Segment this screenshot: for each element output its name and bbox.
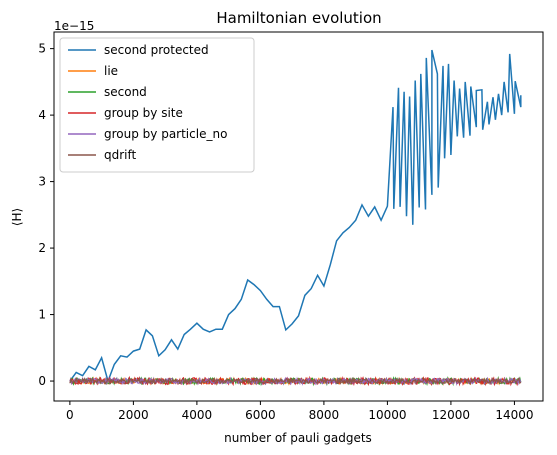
y-tick-label: 4 — [38, 108, 46, 122]
x-axis-label: number of pauli gadgets — [224, 431, 372, 445]
legend-box — [59, 37, 255, 173]
legend-label: second protected — [104, 43, 209, 57]
legend-label: second — [104, 85, 147, 99]
legend-label: qdrift — [104, 148, 137, 162]
x-tick-label: 6000 — [245, 408, 276, 422]
x-tick-label: 4000 — [182, 408, 213, 422]
x-tick-label: 0 — [66, 408, 74, 422]
series-line-qdrift — [69, 376, 522, 386]
x-tick-label: 14000 — [495, 408, 533, 422]
offset-text: 1e−15 — [54, 19, 94, 33]
x-tick-label: 8000 — [309, 408, 340, 422]
plot-frame — [53, 31, 544, 402]
x-tick-label: 10000 — [368, 408, 406, 422]
series-line-second-protected — [69, 49, 522, 384]
x-axis: 0 2000 4000 6000 8000 10000 12000 14000 — [66, 401, 534, 422]
chart-title: Hamiltonian evolution — [216, 9, 381, 27]
y-tick-label: 5 — [38, 42, 46, 56]
y-axis: 0 1 2 3 4 5 — [38, 42, 54, 388]
x-tick-label: 12000 — [432, 408, 470, 422]
y-axis-label: ⟨H⟩ — [10, 208, 24, 226]
y-tick-label: 0 — [38, 374, 46, 388]
series-layer — [69, 49, 522, 387]
x-tick-label: 2000 — [118, 408, 149, 422]
y-tick-label: 3 — [38, 175, 46, 189]
legend-label: lie — [104, 64, 118, 78]
y-tick-label: 2 — [38, 241, 46, 255]
legend: second protected lie second group by site gr… — [59, 37, 255, 173]
y-tick-label: 1 — [38, 308, 46, 322]
series-line-group-by-particle-no — [69, 376, 522, 386]
legend-label: group by site — [104, 106, 183, 120]
legend-label: group by particle_no — [104, 127, 227, 141]
